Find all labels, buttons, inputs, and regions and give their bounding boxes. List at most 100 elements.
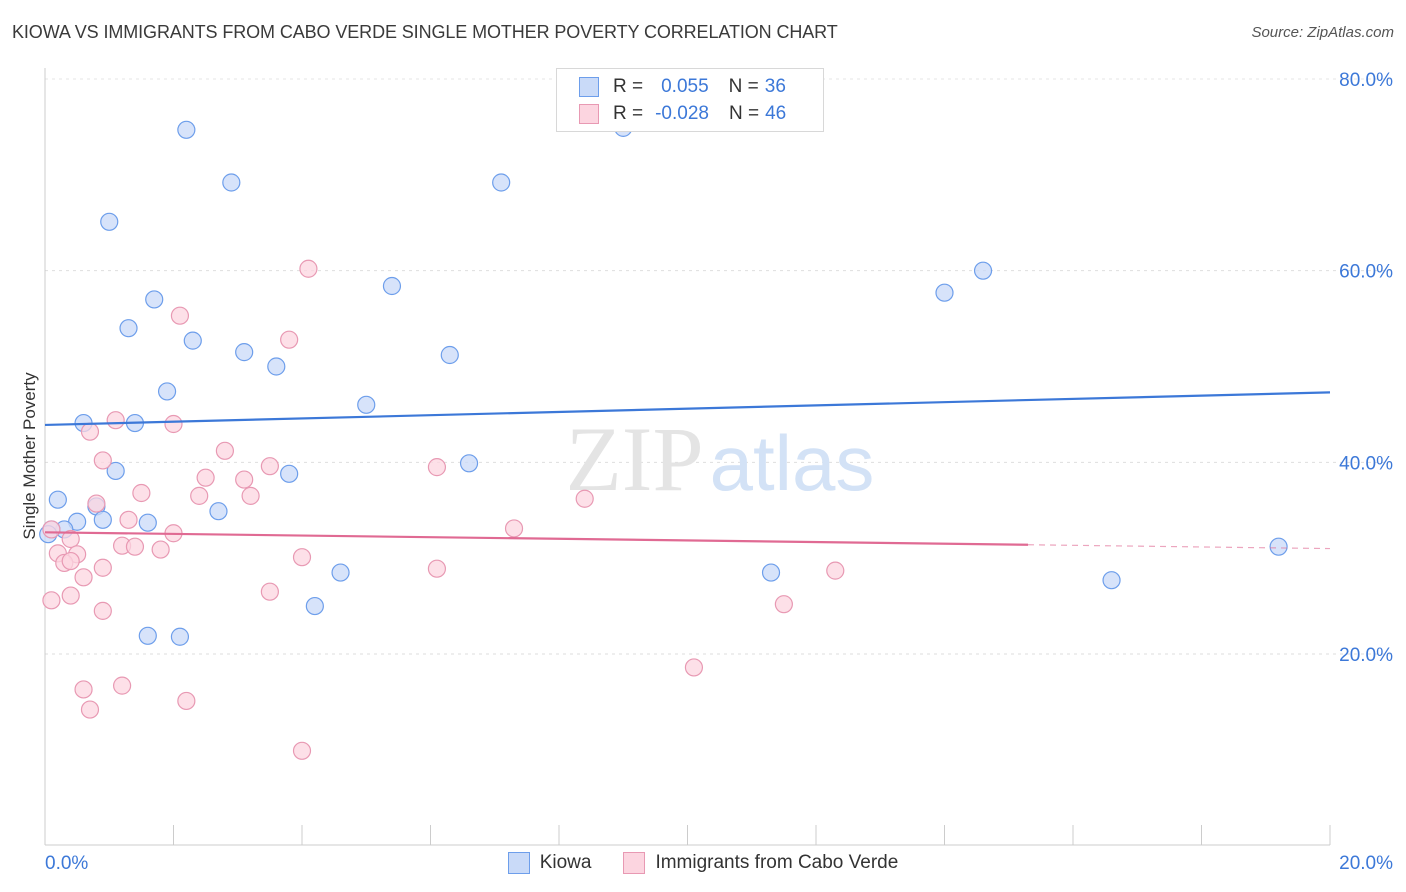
cabo-verde-point (87, 494, 106, 513)
kiowa-point (761, 563, 781, 582)
n-value: 46 (765, 103, 787, 124)
kiowa-point (48, 490, 67, 509)
cabo-verde-point (292, 548, 312, 567)
kiowa-point (106, 461, 125, 481)
x-tick-label: 0.0% (45, 853, 88, 874)
source-credit: Source: ZipAtlas.com (1251, 24, 1394, 41)
cabo-verde-point (241, 486, 260, 505)
kiowa-point (305, 596, 324, 616)
kiowa-point (267, 357, 286, 376)
x-tick-label: 20.0% (1339, 853, 1393, 874)
legend-label-cabo-verde: Immigrants from Cabo Verde (655, 852, 899, 873)
legend-swatch-kiowa (507, 852, 530, 874)
kiowa-point (935, 283, 954, 302)
kiowa-point (492, 173, 511, 192)
kiowa-point (280, 464, 299, 483)
kiowa-point (235, 343, 254, 362)
kiowa-point (459, 454, 479, 473)
kiowa-point (138, 626, 157, 645)
cabo-verde-point (504, 519, 524, 538)
kiowa-point (177, 120, 196, 139)
cabo-verde-point (80, 700, 100, 719)
series-legend: Kiowa Immigrants from Cabo Verde (0, 852, 1406, 874)
kiowa-point (145, 290, 164, 309)
r-label: R = (613, 103, 644, 124)
cabo-verde-point (235, 470, 254, 489)
y-axis-label: Single Mother Poverty (20, 372, 39, 540)
cabo-verde-point (74, 568, 93, 587)
legend-swatch-cabo-verde (623, 852, 646, 874)
cabo-verde-point (190, 486, 209, 505)
r-label: R = (613, 76, 644, 97)
cabo-verde-point (61, 529, 80, 549)
cabo-verde-point (427, 458, 447, 477)
kiowa-point (973, 261, 993, 280)
gridlines (45, 78, 1393, 655)
kiowa-point (119, 319, 138, 338)
kiowa-point (93, 510, 112, 529)
y-tick-label: 80.0% (1339, 70, 1393, 91)
cabo-verde-point (280, 330, 299, 349)
cabo-verde-point (74, 680, 93, 699)
cabo-verde-point (119, 510, 138, 529)
kiowa-point (170, 627, 190, 646)
kiowa-point (1269, 537, 1288, 556)
cabo-verde-point (93, 558, 112, 577)
r-value: 0.055 (661, 76, 709, 97)
kiowa-point (222, 173, 241, 192)
legend-item-cabo-verde: Immigrants from Cabo Verde (623, 852, 898, 874)
legend-swatch-cabo-verde (579, 104, 599, 124)
cabo-verde-point (80, 422, 100, 441)
y-tick-label: 40.0% (1339, 453, 1393, 474)
cabo-verde-point (292, 741, 312, 760)
cabo-verde-point (42, 591, 61, 610)
cabo-verde-point (260, 457, 279, 476)
cabo-verde-point (61, 586, 80, 605)
legend-item-kiowa: Kiowa (507, 852, 592, 874)
trend-lines (44, 391, 1331, 550)
kiowa-point (100, 212, 119, 231)
cabo-verde-point (684, 658, 704, 677)
cabo-verde-point (93, 601, 112, 620)
kiowa-point (1102, 571, 1121, 590)
legend-label-kiowa: Kiowa (539, 852, 592, 873)
kiowa-trend-line (44, 391, 1331, 427)
stats-legend: R = 0.055 N = 36 R = -0.028 N = 46 (556, 68, 824, 132)
y-tick-label: 60.0% (1339, 262, 1393, 283)
watermark: ZIPatlas (566, 408, 875, 510)
cabo-verde-point (196, 468, 215, 487)
kiowa-point (382, 276, 402, 296)
n-value: 36 (764, 76, 786, 97)
legend-row-cabo-verde: R = -0.028 N = 46 (579, 102, 786, 126)
cabo-verde-point (774, 595, 793, 614)
legend-swatch-kiowa (579, 77, 599, 97)
r-value: -0.028 (655, 103, 709, 124)
cabo-verde-point (132, 483, 151, 503)
y-tick-label: 20.0% (1339, 645, 1393, 666)
cabo-verde-point (106, 411, 125, 430)
legend-row-kiowa: R = 0.055 N = 36 (579, 75, 786, 99)
cabo-verde-point (61, 551, 80, 571)
kiowa-point (209, 502, 228, 521)
cabo-verde-point (170, 306, 190, 325)
cabo-verde-point (93, 451, 112, 470)
cabo-verde-point (575, 489, 594, 508)
axes (44, 68, 1331, 846)
kiowa-point (331, 563, 350, 582)
n-label: N = (728, 103, 760, 124)
cabo-verde-point (260, 582, 279, 601)
chart-title: KIOWA VS IMMIGRANTS FROM CABO VERDE SING… (12, 22, 838, 42)
cabo-verde-point (177, 691, 196, 711)
cabo-verde-point (215, 441, 234, 460)
cabo-verde-point (299, 259, 318, 278)
cabo-verde-point (125, 537, 145, 556)
cabo-verde-trend-line (44, 531, 1029, 546)
cabo-verde-point (42, 520, 61, 539)
cabo-verde-point (112, 676, 132, 695)
cabo-verde-point (427, 559, 447, 578)
kiowa-point (357, 395, 376, 414)
tick-labels: 20.0% 40.0% 60.0% 80.0% 0.0% 20.0% (45, 70, 1393, 874)
cabo-verde-point (164, 414, 183, 434)
cabo-verde-point (151, 540, 170, 559)
